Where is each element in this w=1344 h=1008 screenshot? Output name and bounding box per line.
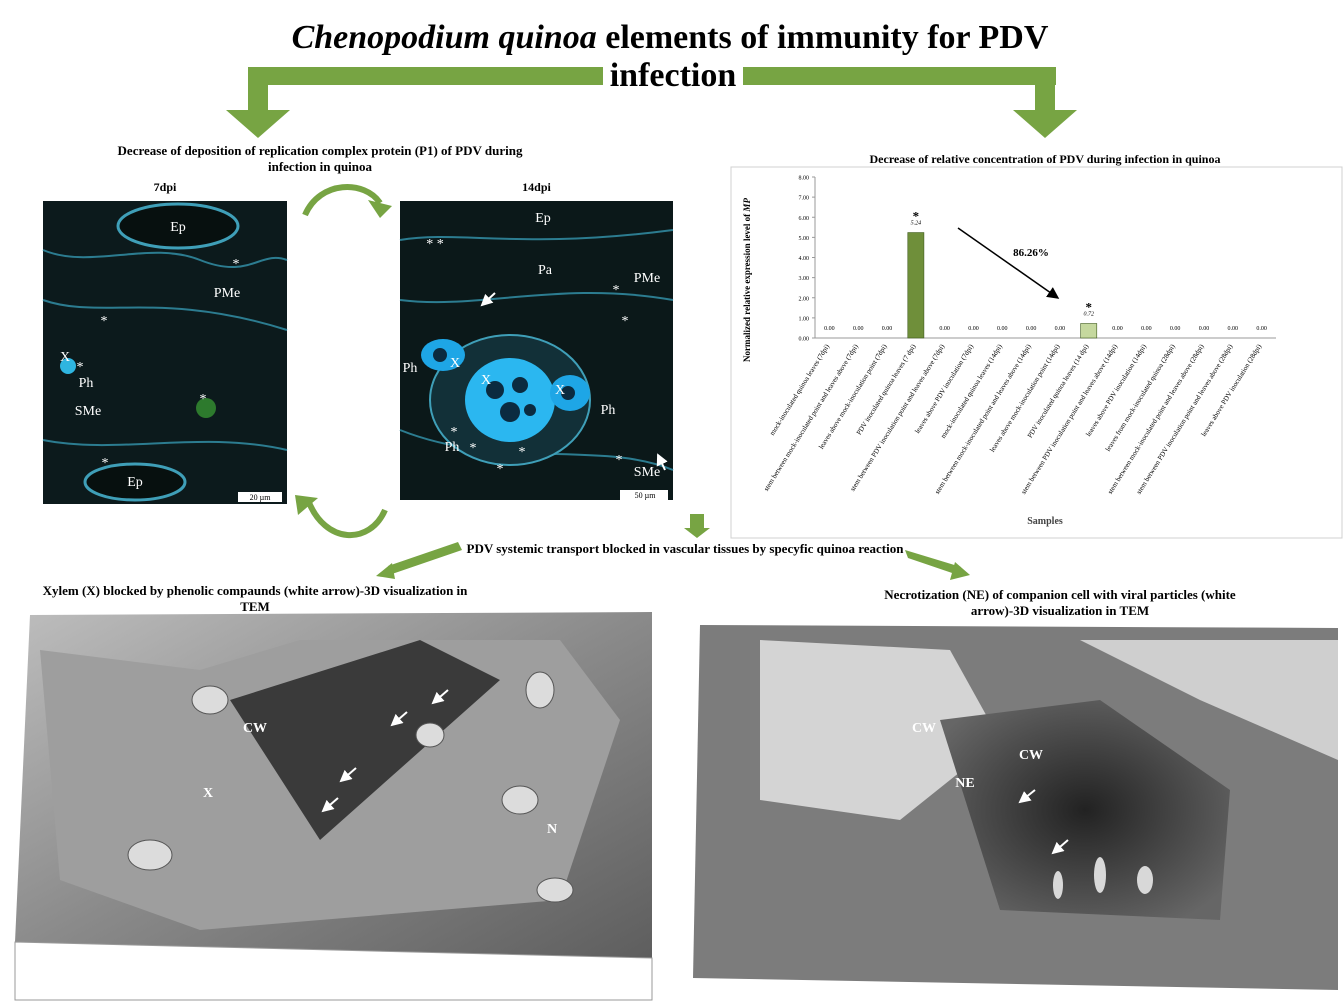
y-tick-label: 7.00 [799,196,810,202]
tem-label: CW [912,721,936,736]
tissue-label: Ph [403,361,418,376]
value-label: 0.00 [1228,326,1239,332]
tem-label: NE [955,776,974,791]
title: Chenopodium quinoa elements of immunity … [240,18,1100,59]
value-label: 0.00 [882,326,893,332]
value-label: 5.24 [911,220,922,227]
value-label: 0.00 [1026,326,1037,332]
scale-bar-label: 50 µm [635,491,657,500]
significance-label: * [913,209,920,224]
tissue-label: PMe [214,286,240,301]
tissue-label: * [470,441,477,456]
title-line2: infection [609,57,737,94]
tem-caption: Xylem (X) blocked by phenolic compaunds … [42,583,468,614]
y-axis-label: Normalized relative expression level of … [742,198,752,362]
tissue-label: * [233,257,240,272]
tissue-label: X [555,383,565,398]
tissue-label: * [102,456,109,471]
tissue-label: X [481,373,491,388]
value-label: 0.00 [1055,326,1066,332]
trend-arrow [957,227,1060,299]
tissue-label: * [616,453,623,468]
value-label: 0.00 [1141,326,1152,332]
value-label: 0.00 [1199,326,1210,332]
value-label: 0.00 [968,326,979,332]
scale-bar-label: 20 µm [250,493,272,502]
micrograph-14dpi [399,201,674,500]
tissue-label: * [101,314,108,329]
tem-label: X [203,786,213,801]
title-backdrop [603,60,743,92]
tissue-label: * [519,445,526,460]
tissue-label: * [451,425,458,440]
tem-left [14,612,653,1001]
tem-label: CW [1019,748,1043,763]
chart-title: Decrease of relative concentration of PD… [870,152,1221,166]
arrow-head [368,200,392,218]
tissue-label: Ep [127,475,143,490]
cycle-arrows [302,184,388,538]
tissue-label: * [497,462,504,477]
tissue-label: Ep [535,211,551,226]
tissue-label: * * [426,237,444,252]
bar [1080,323,1098,339]
tem-caption: Necrotization (NE) of companion cell wit… [884,587,1236,618]
y-tick-label: 1.00 [799,316,810,322]
y-tick-label: 3.00 [799,276,810,282]
tissue-label: Ep [170,220,186,235]
image-title: 7dpi [154,180,177,194]
value-label: 0.00 [1256,326,1267,332]
bar [907,232,925,339]
trend-annotation: 86.26% [1013,247,1049,259]
tissue-label: Ph [79,376,94,391]
value-label: 0.00 [939,326,950,332]
chart-frame [730,166,1343,539]
value-label: 0.00 [997,326,1008,332]
tissue-label: X [450,356,460,371]
transport-arrows [376,514,970,580]
y-tick-label: 0.00 [799,337,810,343]
value-label: 0.72 [1083,312,1094,318]
y-tick-label: 8.00 [799,176,810,182]
value-label: 0.00 [1170,326,1181,332]
tissue-label: * [622,314,629,329]
image-title: 14dpi [522,180,551,194]
value-label: 0.00 [1112,326,1123,332]
arrow-head [295,495,318,515]
value-label: 0.00 [824,326,835,332]
y-tick-label: 6.00 [799,216,810,222]
tem-label: CW [243,721,267,736]
y-tick-label: 5.00 [799,236,810,242]
tem-label: N [547,822,557,837]
tem-right [693,625,1338,990]
y-axis-label-italic: MP [742,198,752,213]
y-axis-label-text: Normalized relative expression level of [742,212,752,362]
tissue-label: * [77,360,84,375]
tissue-label: SMe [634,465,660,480]
significance-label: * [1085,300,1092,315]
tissue-label: PMe [634,271,660,286]
x-axis-label: Samples [1027,516,1063,527]
transport-note: PDV systemic transport blocked in vascul… [466,541,904,556]
y-tick-label: 4.00 [799,256,810,262]
tissue-label: * [200,392,207,407]
panel-heading: Decrease of deposition of replication co… [117,143,523,174]
micrograph-7dpi [42,201,288,504]
value-label: 0.00 [853,326,864,332]
tissue-label: X [60,350,70,365]
tissue-label: Ph [601,403,616,418]
title-italic: Chenopodium quinoa [291,19,597,56]
title-rest: elements of immunity for PDV [596,19,1049,56]
tissue-label: * [613,283,620,298]
tissue-label: Pa [538,263,553,278]
tissue-label: SMe [75,404,101,419]
tissue-label: Ph [445,440,460,455]
y-tick-label: 2.00 [799,296,810,302]
